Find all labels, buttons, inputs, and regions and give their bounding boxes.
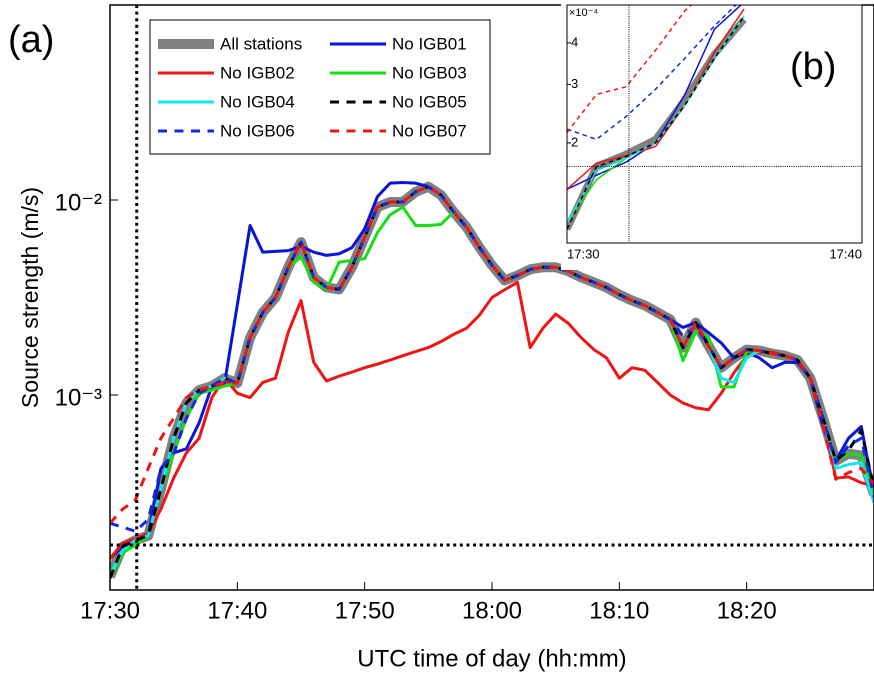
- y-tick-label: 10⁻²: [55, 189, 102, 216]
- series-line: [110, 185, 874, 525]
- series-line: [567, 5, 693, 133]
- x-tick-label: 18:00: [462, 597, 522, 624]
- main-panel: 10⁻² 10⁻³ 17:30 17:40 17:50 18:00 18:10 18:20: [55, 4, 874, 624]
- legend-label: All stations: [220, 34, 302, 53]
- panel-label: (b): [790, 46, 836, 88]
- x-tick-label: 17:40: [829, 246, 862, 261]
- legend-label: No IGB01: [392, 34, 467, 53]
- inset-panel: 2 3 4 17:30 17:40 ×10⁻⁴ (b): [561, 2, 863, 270]
- plot-area: [110, 5, 874, 590]
- legend: All stations No IGB01 No IGB02 No IGB03 No I…: [149, 19, 491, 155]
- y-tick-label: 2: [571, 134, 578, 149]
- series-line: [110, 280, 874, 560]
- legend-label: No IGB05: [392, 92, 467, 111]
- x-tick-label: 17:30: [567, 246, 600, 261]
- series-line: [567, 8, 745, 190]
- legend-label: No IGB02: [220, 63, 295, 82]
- series-line: [567, 5, 737, 141]
- legend-label: No IGB07: [392, 121, 467, 140]
- plot-frame: [566, 4, 863, 244]
- x-axis-title: UTC time of day (hh:mm): [357, 645, 626, 672]
- plot-frame: [109, 4, 874, 591]
- y-tick-label: 3: [571, 76, 578, 91]
- x-tick-label: 18:10: [589, 597, 649, 624]
- legend-label: No IGB06: [220, 121, 295, 140]
- inset-background: [561, 2, 862, 270]
- x-tick-label: 17:30: [80, 597, 140, 624]
- y-tick-label: 4: [571, 34, 578, 49]
- y-axis-title: Source strength (m/s): [17, 187, 43, 408]
- y-tick-label: 10⁻³: [55, 384, 102, 411]
- x-tick-label: 17:40: [207, 597, 267, 624]
- plot-area: [567, 5, 862, 243]
- y-multiplier: ×10⁻⁴: [569, 7, 598, 19]
- legend-label: No IGB04: [220, 92, 295, 111]
- x-tick-label: 18:20: [717, 597, 777, 624]
- series-line: [110, 185, 874, 533]
- panel-label: (a): [8, 19, 54, 61]
- legend-label: No IGB03: [392, 63, 467, 82]
- x-tick-label: 17:50: [335, 597, 395, 624]
